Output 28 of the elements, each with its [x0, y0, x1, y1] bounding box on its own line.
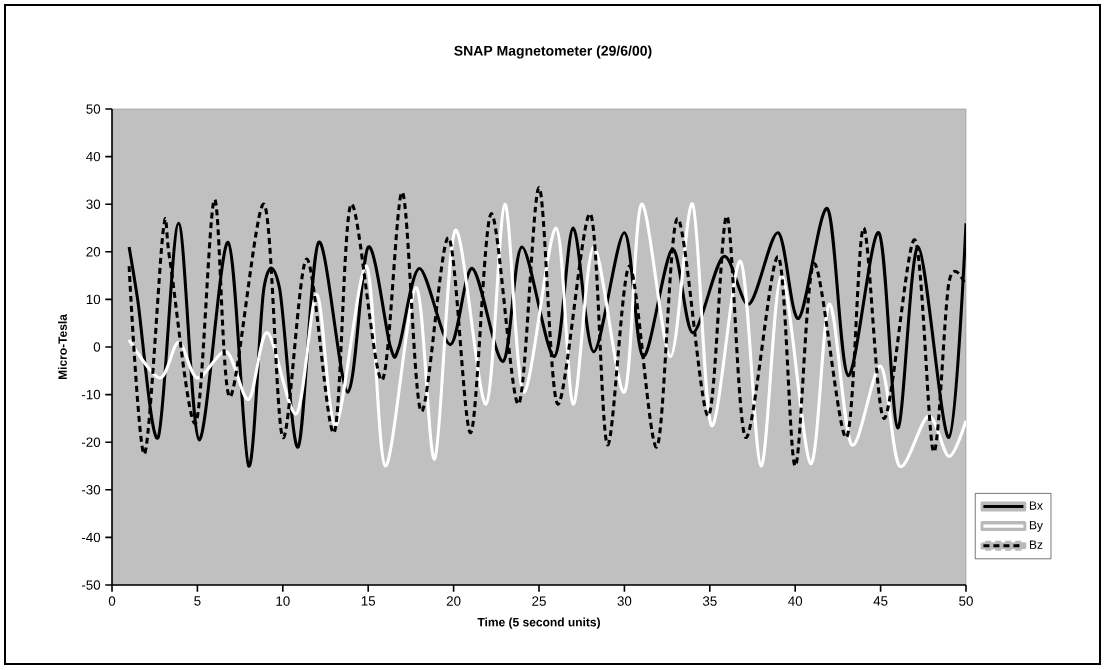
y-tick-label: -10 — [81, 389, 101, 400]
x-tick-label: 50 — [959, 596, 973, 606]
y-tick-label: 20 — [86, 247, 101, 257]
x-tick-label: 0 — [108, 596, 116, 606]
x-tick-label: 25 — [532, 596, 546, 606]
chart-title: SNAP Magnetometer (29/6/00) — [454, 45, 652, 59]
x-tick-label: 40 — [788, 596, 803, 606]
x-tick-label: 35 — [702, 596, 717, 606]
x-axis-title: Time (5 second units) — [477, 617, 600, 629]
x-tick-label: 20 — [446, 596, 461, 606]
y-tick-label: 50 — [86, 104, 101, 114]
y-tick-label: 30 — [86, 199, 101, 209]
x-tick-label: 15 — [361, 596, 376, 606]
y-axis-title: Micro-Tesla — [58, 314, 67, 380]
y-tick-label: -50 — [81, 580, 101, 590]
y-tick-label: -20 — [81, 437, 101, 447]
y-tick-label: -30 — [81, 485, 101, 495]
x-tick-label: 45 — [873, 596, 888, 606]
legend-label: Bz — [1029, 540, 1043, 549]
x-tick-label: 10 — [276, 596, 290, 606]
y-tick-label: 0 — [93, 342, 101, 352]
legend-label: By — [1029, 520, 1043, 532]
y-tick-label: 10 — [86, 294, 101, 305]
x-tick-label: 30 — [617, 596, 632, 606]
y-tick-label: -40 — [81, 532, 101, 543]
legend-label: Bx — [1029, 501, 1043, 510]
x-tick-label: 5 — [194, 596, 201, 606]
y-tick-label: 40 — [86, 151, 101, 162]
